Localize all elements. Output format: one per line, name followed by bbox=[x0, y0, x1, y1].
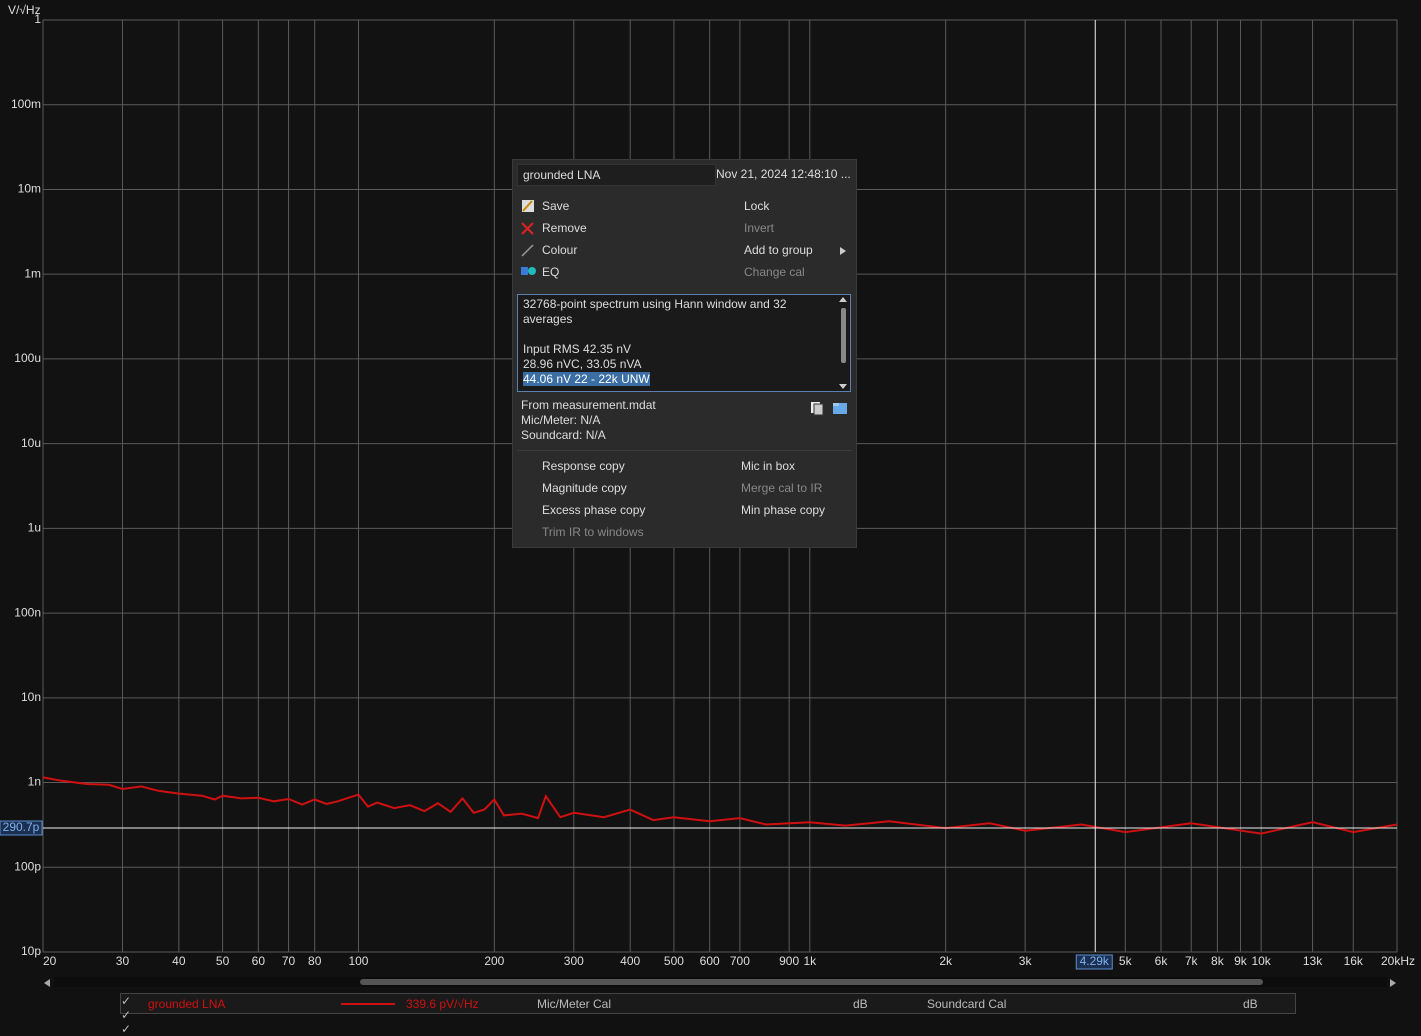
x-tick-label: 6k bbox=[1155, 954, 1169, 968]
cursor-x-box bbox=[1075, 954, 1113, 970]
source-line: From measurement.mdat bbox=[521, 398, 656, 412]
x-tick-label: 600 bbox=[700, 954, 720, 968]
context-menu: grounded LNA Nov 21, 2024 12:48:10 ... 3… bbox=[512, 159, 857, 548]
x-tick-label: 400 bbox=[620, 954, 640, 968]
y-tick-label: 10n bbox=[21, 690, 41, 704]
menu-item[interactable]: Add to group bbox=[744, 243, 813, 257]
x-tick-label: 8k bbox=[1211, 954, 1225, 968]
scroll-left[interactable] bbox=[44, 979, 50, 987]
legend-readout: 339.6 pV/√Hz bbox=[406, 997, 479, 1011]
eq-icon bbox=[521, 267, 528, 275]
menu-item[interactable]: Mic in box bbox=[741, 459, 796, 473]
cal-name: Mic/Meter Cal bbox=[537, 997, 612, 1011]
source-info: From measurement.mdat Mic/Meter: N/A Sound… bbox=[521, 398, 656, 443]
legend-swatch bbox=[341, 1003, 395, 1005]
x-tick-label: 10k bbox=[1251, 954, 1271, 968]
x-tick-label: 70 bbox=[282, 954, 296, 968]
y-tick-label: 10m bbox=[18, 182, 41, 196]
cursor-y-box bbox=[0, 820, 43, 836]
x-tick-label: 16k bbox=[1344, 954, 1364, 968]
scroll-right[interactable] bbox=[1390, 979, 1396, 987]
menu-item[interactable]: Min phase copy bbox=[741, 503, 826, 517]
source-line: Mic/Meter: N/A bbox=[521, 413, 601, 427]
y-tick-label: 10p bbox=[21, 944, 41, 958]
x-tick-label: 3k bbox=[1019, 954, 1033, 968]
eq-icon-dot bbox=[528, 267, 536, 275]
measurement-name[interactable]: grounded LNA bbox=[517, 164, 716, 186]
x-tick-label: 7k bbox=[1185, 954, 1199, 968]
x-tick-label: 50 bbox=[216, 954, 230, 968]
y-tick-label: 1n bbox=[28, 775, 41, 789]
cal-name: Soundcard Cal bbox=[927, 997, 1007, 1011]
x-tick-label: 200 bbox=[484, 954, 504, 968]
colour-icon bbox=[521, 244, 534, 257]
legend-bar: ✓ grounded LNA 339.6 pV/√Hz ✓ Mic/Meter Cal d… bbox=[120, 993, 1296, 1036]
menu-item[interactable]: Save bbox=[542, 199, 570, 213]
x-tick-label: 300 bbox=[564, 954, 584, 968]
info-line: 32768-point spectrum using Hann window a… bbox=[523, 297, 787, 326]
x-tick-label: 700 bbox=[730, 954, 750, 968]
scrollbar-thumb[interactable] bbox=[360, 979, 1263, 985]
cal-unit: dB bbox=[1243, 997, 1258, 1011]
y-unit: V/√Hz bbox=[8, 3, 41, 17]
submenu-arrow bbox=[840, 247, 846, 255]
info-line: Input RMS 42.35 nV bbox=[523, 342, 632, 356]
x-tick-label: 13k bbox=[1303, 954, 1323, 968]
y-tick-label: 1 bbox=[34, 12, 41, 26]
x-tick-label: 100 bbox=[348, 954, 368, 968]
file-icons[interactable] bbox=[809, 400, 849, 416]
y-tick-label: 10u bbox=[21, 436, 41, 450]
remove-icon bbox=[521, 222, 534, 235]
cal-checkbox[interactable]: ✓ bbox=[121, 1008, 132, 1022]
info-scrollbar[interactable] bbox=[838, 296, 848, 390]
cursor-y-label: 290.7p bbox=[3, 820, 40, 834]
menu-item[interactable]: Lock bbox=[744, 199, 770, 213]
x-tick-label: 30 bbox=[116, 954, 130, 968]
page: V/√Hz 1 100m 10m 1m 100u 10u 1u 100n 10n 1n 100p 10… bbox=[0, 3, 1415, 1036]
cursor-x-label: 4.29k bbox=[1080, 954, 1110, 968]
x-tick-label: 9k bbox=[1234, 954, 1248, 968]
source-line: Soundcard: N/A bbox=[521, 428, 606, 442]
x-tick-label: 60 bbox=[252, 954, 266, 968]
y-tick-label: 100m bbox=[11, 97, 41, 111]
x-tick-label: 40 bbox=[172, 954, 186, 968]
y-tick-label: 1u bbox=[28, 521, 41, 535]
x-tick-label: 5k bbox=[1119, 954, 1133, 968]
menu-item[interactable]: Excess phase copy bbox=[542, 503, 646, 517]
x-tick-label: 2k bbox=[939, 954, 953, 968]
x-tick-label: 20 bbox=[43, 954, 57, 968]
menu-item: Invert bbox=[744, 221, 775, 235]
menu-item: Trim IR to windows bbox=[542, 525, 644, 539]
separator bbox=[517, 450, 852, 451]
cal-unit: dB bbox=[853, 997, 868, 1011]
series-line bbox=[42, 776, 1398, 835]
menu-item[interactable]: EQ bbox=[542, 265, 560, 279]
y-tick-label: 1m bbox=[24, 266, 41, 280]
y-tick-label: 100p bbox=[14, 859, 41, 873]
info-line: 44.06 nV 22 - 22k UNW bbox=[523, 372, 650, 386]
y-tick-label: 100n bbox=[14, 605, 41, 619]
x-tick-label: 20kHz bbox=[1381, 954, 1415, 968]
legend-checkbox[interactable]: ✓ bbox=[121, 994, 132, 1008]
cal-checkbox[interactable]: ✓ bbox=[121, 1022, 132, 1036]
save-icon-pen bbox=[522, 200, 533, 212]
menu-item[interactable]: Colour bbox=[542, 243, 578, 257]
y-tick-label: 100u bbox=[14, 351, 41, 365]
menu-item: Merge cal to IR bbox=[741, 481, 823, 495]
x-tick-label: 80 bbox=[308, 954, 322, 968]
info-box[interactable]: 32768-point spectrum using Hann window a… bbox=[517, 294, 851, 392]
legend-entry[interactable]: grounded LNA bbox=[148, 997, 226, 1011]
x-tick-label: 900 bbox=[779, 954, 799, 968]
measurement-date: Nov 21, 2024 12:48:10 ... bbox=[716, 167, 851, 181]
menu-item: Change cal bbox=[744, 265, 805, 279]
x-tick-label: 1k bbox=[803, 954, 817, 968]
info-line: 28.96 nVC, 33.05 nVA bbox=[523, 357, 642, 371]
menu-item[interactable]: Response copy bbox=[542, 459, 625, 473]
menu-item[interactable]: Magnitude copy bbox=[542, 481, 627, 495]
x-tick-label: 500 bbox=[664, 954, 684, 968]
menu-item[interactable]: Remove bbox=[542, 221, 587, 235]
menu-icons bbox=[521, 200, 536, 275]
